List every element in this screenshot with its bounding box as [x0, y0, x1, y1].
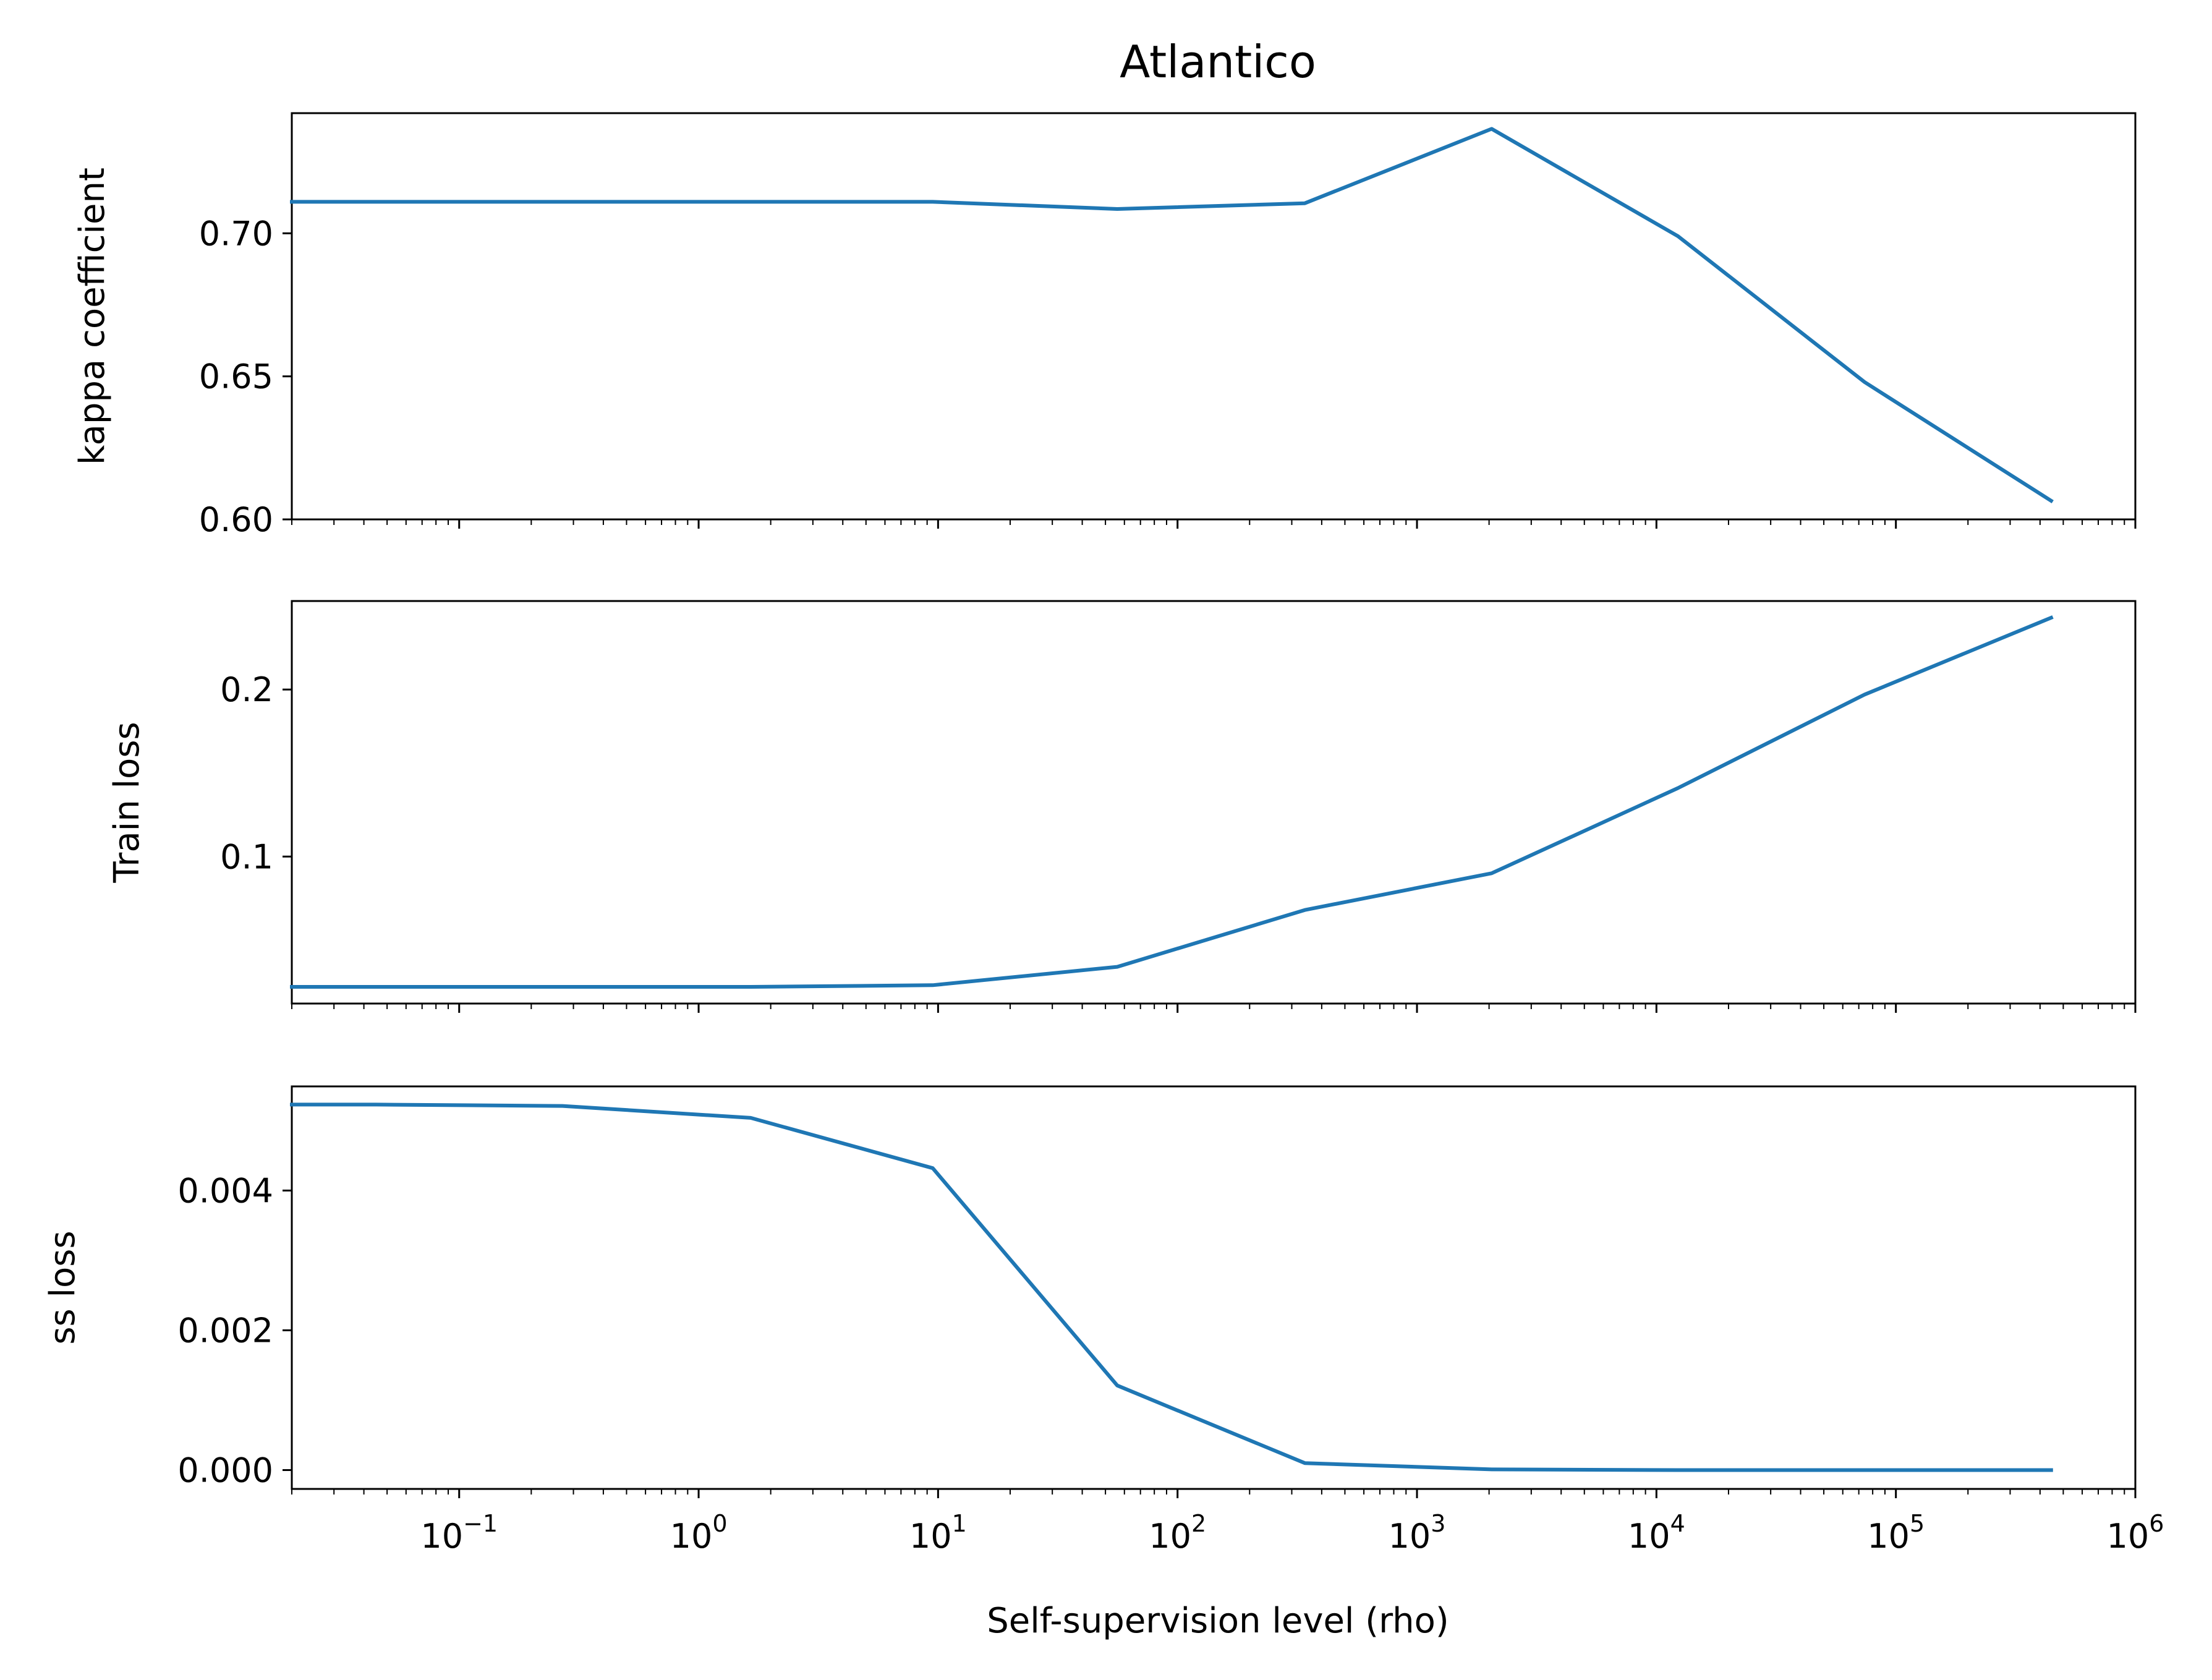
data-point: [1116, 1384, 1118, 1387]
y-axis-title: Train loss: [107, 722, 147, 883]
data-point: [1491, 872, 1493, 874]
data-point: [375, 1103, 377, 1106]
series-line: [290, 1102, 2053, 1472]
x-tick-label: 10−1: [420, 1510, 498, 1556]
data-point: [1304, 202, 1306, 205]
x-tick-label: 103: [1389, 1510, 1446, 1556]
y-tick-label: 0.004: [177, 1171, 273, 1210]
panel-3: 0.000 0.002 0.004 ss loss 10−1 100 101 102 103 10…: [43, 1085, 2164, 1556]
plot-frame: [291, 112, 2137, 521]
data-point: [1304, 909, 1306, 911]
data-point: [561, 1105, 564, 1107]
panel-2: 0.1 0.2 Train loss: [107, 600, 2137, 1013]
x-tick-label: 102: [1149, 1510, 1206, 1556]
data-point: [1491, 127, 1493, 130]
data-point: [932, 1167, 934, 1169]
x-tick-label: 106: [2107, 1510, 2164, 1556]
data-point: [1677, 235, 1679, 237]
data-point: [1304, 1462, 1306, 1464]
plot-frame: [291, 1085, 2137, 1490]
data-point: [291, 986, 293, 988]
y-tick-label: 0.60: [199, 500, 273, 539]
data-point: [2050, 616, 2052, 619]
data-point: [291, 200, 293, 203]
plot-frame: [291, 600, 2137, 1005]
y-tick-label: 0.1: [220, 837, 273, 876]
y-tick-label: 0.002: [177, 1311, 273, 1350]
data-point: [749, 986, 752, 988]
y-tick-label: 0.65: [199, 357, 273, 396]
y-axis-title: kappa coefficient: [72, 168, 113, 465]
x-axis-title: Self-supervision level (rho): [987, 1601, 1449, 1641]
data-point: [749, 1117, 752, 1119]
data-point: [2050, 500, 2052, 502]
data-point: [1116, 966, 1118, 968]
chart-title: Atlantico: [1120, 36, 1316, 88]
data-point: [1863, 1469, 1866, 1471]
x-tick-label: 104: [1628, 1510, 1685, 1556]
data-point: [1863, 381, 1866, 383]
y-tick-label: 0.2: [220, 670, 273, 709]
y-axis-title: ss loss: [43, 1230, 83, 1344]
panel-1: 0.60 0.65 0.70 kappa coefficient: [72, 112, 2137, 539]
data-point: [932, 200, 934, 203]
y-tick-label: 0.70: [199, 214, 273, 253]
series-line: [290, 615, 2054, 989]
data-point: [1491, 1468, 1493, 1470]
data-point: [291, 1103, 293, 1106]
y-tick-label: 0.000: [177, 1451, 273, 1490]
panels: 0.60 0.65 0.70 kappa coefficient 0.1 0.2 Train…: [43, 112, 2164, 1556]
series-line: [290, 127, 2054, 504]
x-tick-label: 105: [1867, 1510, 1925, 1556]
data-point: [932, 984, 934, 986]
x-tick-label: 100: [670, 1510, 728, 1556]
data-point: [2050, 1469, 2052, 1471]
data-point: [1677, 1469, 1679, 1471]
data-point: [1116, 208, 1118, 210]
data-point: [1863, 693, 1866, 696]
data-point: [1677, 787, 1679, 790]
data-point: [749, 200, 752, 203]
x-tick-label: 101: [909, 1510, 967, 1556]
